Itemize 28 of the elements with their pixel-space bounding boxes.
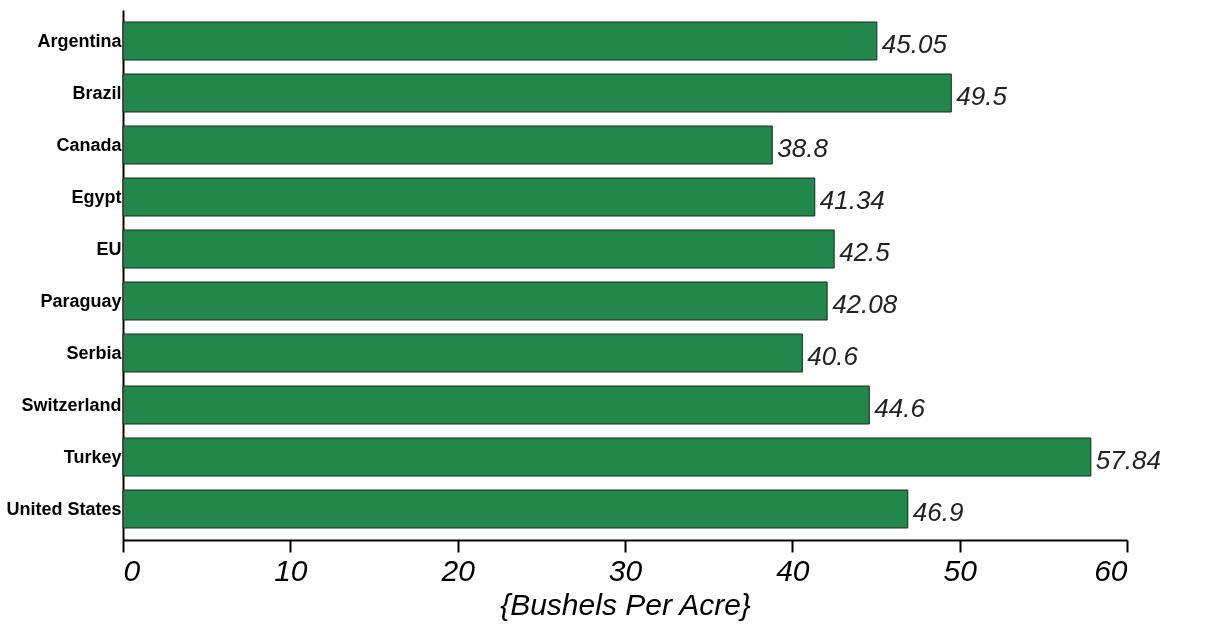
y-tick-label: Egypt xyxy=(71,186,122,207)
data-label: 42.08 xyxy=(832,289,898,319)
x-tick-label: 0 xyxy=(123,553,141,587)
data-label: 49.5 xyxy=(956,81,1008,111)
data-label: 45.05 xyxy=(881,29,948,59)
y-tick-label: Switzerland xyxy=(21,394,122,415)
data-label: 46.9 xyxy=(912,497,964,527)
data-label: 42.5 xyxy=(839,237,891,267)
data-label: 40.6 xyxy=(807,341,859,371)
y-tick-label: Canada xyxy=(56,134,123,155)
y-tick-label: Argentina xyxy=(37,30,123,51)
data-label: 44.6 xyxy=(874,393,926,423)
y-tick-label: Brazil xyxy=(72,82,122,103)
x-tick-label: 30 xyxy=(608,553,643,587)
x-tick-label: 60 xyxy=(1094,553,1128,587)
x-tick-label: 10 xyxy=(274,553,308,587)
x-tick-label: 20 xyxy=(440,553,476,587)
data-label: 38.8 xyxy=(777,133,829,163)
y-tick-label: Turkey xyxy=(63,446,122,467)
x-axis-title: {Bushels Per Acre} xyxy=(500,587,751,621)
x-tick-label: 50 xyxy=(943,553,978,587)
y-tick-label: Paraguay xyxy=(40,290,122,311)
y-tick-label: EU xyxy=(96,238,122,259)
y-tick-label: Serbia xyxy=(66,342,123,363)
data-label: 57.84 xyxy=(1095,445,1161,475)
data-label: 41.34 xyxy=(819,185,885,215)
x-tick-label: 40 xyxy=(776,553,810,587)
y-tick-label: United States xyxy=(6,498,122,519)
